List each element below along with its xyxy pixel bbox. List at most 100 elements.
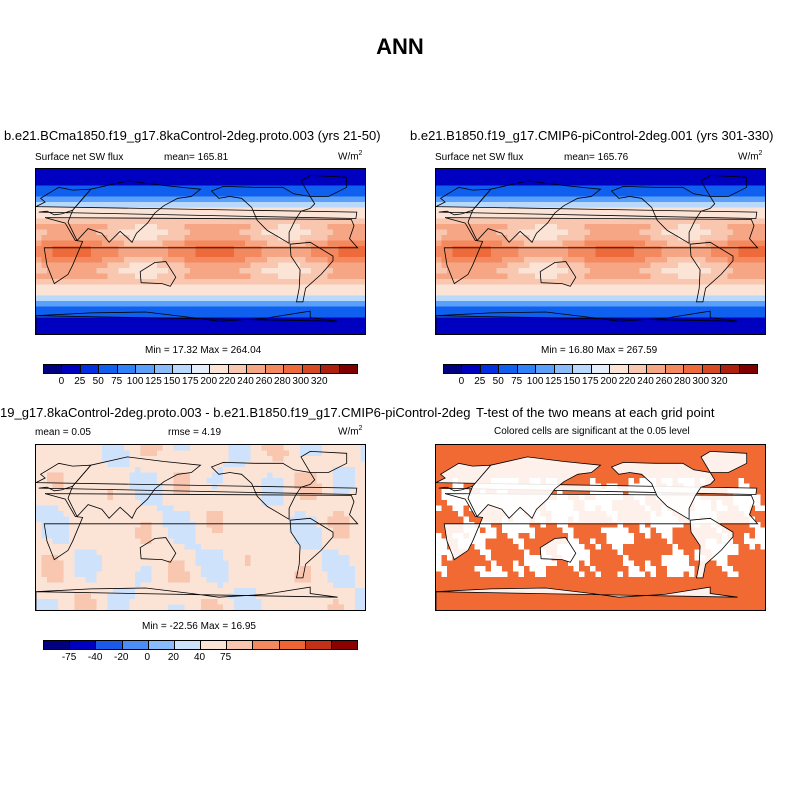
colorbar-label: 75	[111, 376, 123, 387]
colorbar-label: 20	[167, 652, 179, 663]
colorbar-label: 150	[563, 376, 581, 387]
colorbar-label: 320	[710, 376, 728, 387]
colorbar-label: 125	[545, 376, 562, 387]
colorbar-label: 300	[292, 376, 310, 387]
colorbar-swatch	[253, 641, 280, 649]
colorbar-label: 50	[492, 376, 504, 387]
colorbar-label: 0	[458, 376, 465, 387]
colorbar-swatch	[44, 641, 71, 649]
colorbar-swatch	[227, 641, 254, 649]
coastline	[36, 186, 358, 219]
panel2-mean: mean= 165.76	[564, 152, 629, 163]
coastline	[436, 310, 738, 334]
panel3-minmax: Min = -22.56 Max = 16.95	[142, 621, 256, 632]
colorbar-label: -20	[114, 652, 129, 663]
coastline	[610, 185, 716, 245]
coastline	[539, 261, 577, 287]
figure-title: ANN	[376, 34, 424, 59]
panel1-variable: Surface net SW flux	[35, 152, 124, 163]
panel3-map	[35, 444, 366, 611]
coastline	[36, 462, 358, 495]
colorbar-label: 125	[145, 376, 162, 387]
panel3-units: W/m2	[338, 425, 363, 438]
colorbar-swatch	[684, 365, 703, 373]
colorbar-swatch	[122, 641, 149, 649]
coastline	[36, 586, 338, 610]
colorbar-swatch	[302, 365, 322, 373]
colorbar-swatch	[628, 365, 648, 373]
colorbar-swatch	[610, 365, 629, 373]
colorbar-swatch	[201, 641, 228, 649]
colorbar-swatch	[702, 365, 722, 373]
panel3-rmse: rmse = 4.19	[168, 427, 222, 438]
colorbar-swatch	[665, 365, 685, 373]
coastline	[139, 261, 177, 287]
colorbar-label: 240	[237, 376, 254, 387]
coastline	[43, 217, 359, 285]
colorbar-label: 220	[218, 376, 236, 387]
coastline	[36, 310, 338, 334]
colorbar-swatch	[554, 365, 574, 373]
coastline	[689, 241, 734, 303]
panel3-title: 19_g17.8kaControl-2deg.proto.003 - b.e21…	[0, 405, 470, 420]
colorbar-label: 260	[255, 376, 273, 387]
colorbar-swatch	[339, 365, 357, 373]
colorbar-swatch	[247, 365, 266, 373]
colorbar-swatch	[331, 641, 358, 649]
colorbar-swatch	[480, 365, 500, 373]
colorbar-swatch	[517, 365, 537, 373]
panel2-title: b.e21.B1850.f19_g17.CMIP6-piControl-2deg…	[410, 128, 774, 143]
colorbar-label: 280	[674, 376, 691, 387]
colorbar-label: 150	[163, 376, 181, 387]
colorbar-label: 0	[144, 652, 151, 663]
coastline	[300, 450, 348, 473]
colorbar-swatch	[721, 365, 740, 373]
colorbar-swatch	[96, 641, 123, 649]
colorbar-swatch	[117, 365, 137, 373]
colorbar-swatch	[173, 365, 192, 373]
colorbar-label: -75	[61, 652, 77, 663]
colorbar-label: 75	[511, 376, 523, 387]
coastline	[67, 180, 202, 243]
panel4-subtitle: Colored cells are significant at the 0.0…	[494, 426, 690, 437]
coastline	[289, 241, 334, 303]
colorbar-label: 300	[692, 376, 710, 387]
colorbar-swatch	[99, 365, 118, 373]
colorbar-swatch	[44, 365, 63, 373]
colorbar-swatch	[80, 365, 100, 373]
colorbar-swatch	[210, 365, 229, 373]
colorbar-swatch	[136, 365, 155, 373]
coastline	[210, 461, 316, 521]
coastline	[139, 537, 177, 563]
colorbar-label: 280	[274, 376, 291, 387]
colorbar-label: 40	[193, 652, 206, 663]
coastline	[300, 174, 348, 197]
panel2-variable: Surface net SW flux	[435, 152, 524, 163]
colorbar-label: 240	[637, 376, 654, 387]
colorbar-label: 320	[310, 376, 328, 387]
colorbar-swatch	[321, 365, 340, 373]
panel1-colorbar	[43, 364, 358, 374]
colorbar-label: 100	[126, 376, 144, 387]
colorbar-label: 260	[655, 376, 673, 387]
panel4-title: T-test of the two means at each grid poi…	[476, 405, 715, 420]
panel3-colorbar	[43, 640, 358, 650]
colorbar-label: -40	[87, 652, 103, 663]
colorbar-label: 75	[220, 652, 232, 663]
coastline	[436, 186, 758, 219]
panel2-minmax: Min = 16.80 Max = 267.59	[541, 345, 658, 356]
coastline	[700, 450, 748, 473]
panel1-minmax: Min = 17.32 Max = 264.04	[145, 345, 262, 356]
colorbar-swatch	[573, 365, 592, 373]
panel2-colorbar	[443, 364, 758, 374]
colorbar-swatch	[70, 641, 97, 649]
colorbar-swatch	[265, 365, 285, 373]
colorbar-swatch	[279, 641, 306, 649]
colorbar-label: 200	[200, 376, 218, 387]
colorbar-swatch	[284, 365, 303, 373]
coastline	[467, 180, 602, 243]
colorbar-label: 175	[181, 376, 199, 387]
panel1-mean: mean= 165.81	[164, 152, 229, 163]
colorbar-swatch	[536, 365, 555, 373]
colorbar-swatch	[462, 365, 481, 373]
